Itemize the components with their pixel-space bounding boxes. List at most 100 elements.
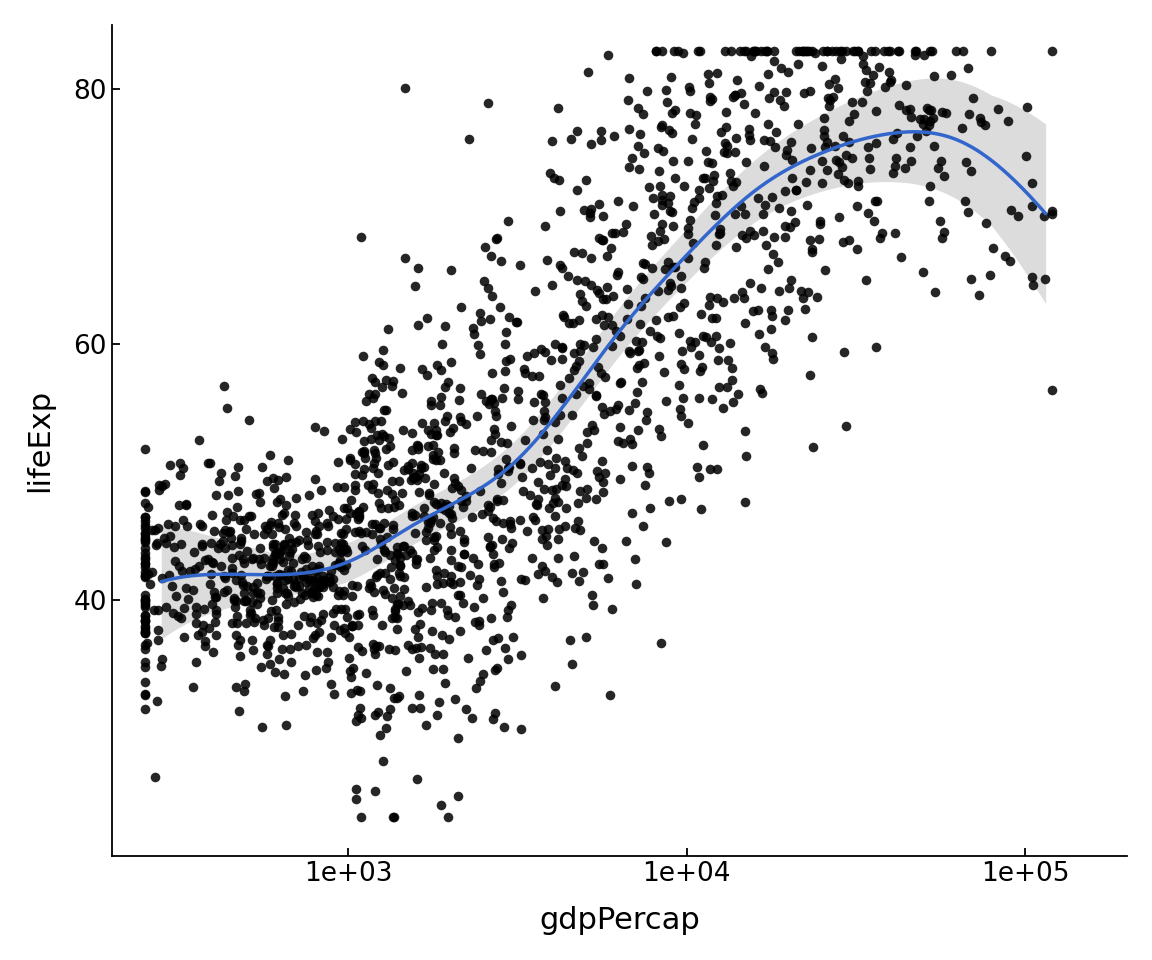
Point	[649, 283, 667, 299]
Point	[222, 530, 241, 545]
Point	[560, 371, 578, 386]
Point	[818, 134, 836, 150]
Point	[363, 481, 381, 496]
Point	[370, 638, 388, 654]
Point	[702, 334, 720, 349]
Point	[455, 546, 473, 562]
Point	[594, 292, 613, 307]
Point	[546, 482, 564, 497]
Point	[468, 577, 486, 592]
Point	[484, 711, 502, 727]
Point	[329, 512, 348, 527]
Point	[914, 265, 932, 280]
Point	[745, 105, 764, 120]
Point	[469, 557, 487, 572]
Point	[382, 473, 401, 489]
Point	[606, 323, 624, 338]
Point	[468, 680, 486, 695]
Point	[232, 530, 250, 545]
Point	[884, 166, 902, 181]
Point	[136, 613, 154, 629]
Point	[958, 204, 977, 220]
Point	[136, 618, 154, 634]
Point	[439, 608, 457, 623]
Point	[229, 484, 248, 499]
Point	[349, 617, 367, 633]
Point	[275, 586, 294, 601]
Point	[417, 532, 435, 547]
Point	[353, 525, 371, 540]
Point	[199, 552, 218, 567]
Point	[652, 216, 670, 231]
Point	[907, 43, 925, 59]
Point	[984, 240, 1002, 255]
Point	[377, 402, 395, 418]
Point	[170, 497, 189, 513]
Point	[817, 43, 835, 59]
Point	[445, 440, 463, 455]
Point	[539, 500, 558, 516]
Point	[424, 541, 442, 557]
Point	[348, 683, 366, 698]
Point	[440, 506, 458, 521]
Point	[386, 603, 404, 618]
Point	[626, 396, 644, 411]
Point	[237, 578, 256, 593]
Point	[588, 311, 606, 326]
Point	[485, 403, 503, 419]
Point	[287, 579, 305, 594]
Point	[719, 352, 737, 368]
Point	[679, 250, 697, 265]
Point	[346, 456, 364, 471]
Point	[935, 225, 954, 240]
Point	[313, 572, 332, 588]
Point	[695, 260, 713, 276]
Point	[931, 213, 949, 228]
Point	[287, 534, 305, 549]
Point	[370, 432, 388, 447]
Point	[767, 125, 786, 140]
Point	[331, 541, 349, 557]
Point	[722, 174, 741, 189]
Point	[551, 172, 569, 187]
Point	[629, 138, 647, 154]
Point	[327, 602, 346, 617]
Point	[404, 466, 423, 481]
Point	[794, 291, 812, 306]
Point	[902, 109, 920, 125]
Point	[566, 346, 584, 361]
Point	[535, 403, 553, 419]
Point	[349, 708, 367, 723]
Point	[379, 430, 397, 445]
Point	[855, 57, 873, 72]
Point	[797, 43, 816, 59]
Point	[611, 374, 629, 390]
Point	[660, 493, 679, 509]
Point	[271, 551, 289, 566]
Point	[438, 603, 456, 618]
Point	[305, 564, 324, 579]
Point	[523, 510, 541, 525]
Point	[314, 576, 333, 591]
Point	[612, 328, 630, 344]
Point	[136, 613, 154, 629]
Point	[536, 395, 554, 410]
Point	[386, 492, 404, 508]
Point	[530, 454, 548, 469]
Point	[420, 550, 439, 565]
Point	[907, 47, 925, 62]
Point	[449, 479, 468, 494]
Point	[559, 268, 577, 283]
Point	[820, 77, 839, 92]
Point	[707, 291, 726, 306]
Point	[946, 43, 964, 59]
Point	[237, 521, 256, 537]
Point	[544, 495, 562, 511]
Point	[372, 413, 391, 428]
Point	[422, 640, 440, 656]
Point	[250, 485, 268, 500]
Point	[933, 105, 952, 120]
Point	[554, 307, 573, 323]
Point	[819, 91, 838, 107]
Point	[402, 472, 420, 488]
